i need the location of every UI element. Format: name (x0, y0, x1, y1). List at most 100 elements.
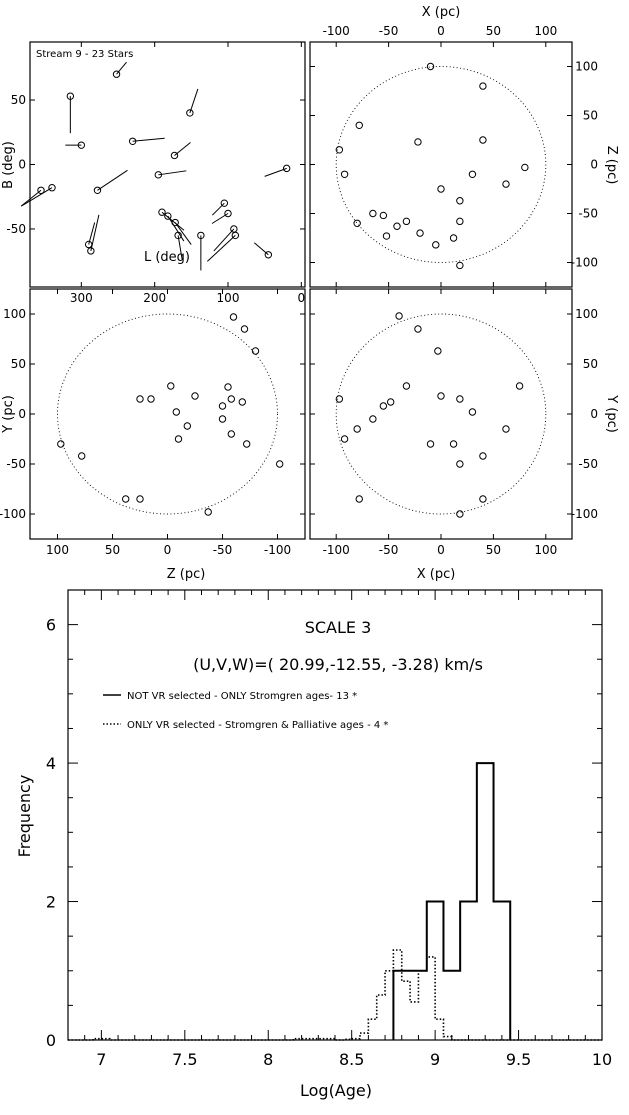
velocity-vector (213, 228, 235, 252)
star-marker (379, 211, 388, 220)
star-marker (264, 251, 273, 259)
x-tick-label: 100 (46, 543, 69, 557)
x-tick-label: -100 (323, 24, 350, 38)
velocity-vector (189, 88, 199, 114)
star-marker (414, 138, 422, 146)
star-marker (437, 185, 445, 193)
x-tick-label: 7.5 (172, 1050, 197, 1069)
star-marker (174, 231, 182, 240)
star-marker (229, 313, 238, 321)
y-tick-label: 100 (575, 307, 598, 321)
sky-y-axis-label: B (deg) (1, 141, 16, 189)
star-marker (335, 395, 344, 403)
star-marker (456, 395, 464, 403)
zy-y-axis-label: Y (pc) (1, 395, 16, 434)
star-marker (238, 398, 247, 406)
star-marker (449, 440, 458, 448)
star-marker (87, 247, 95, 255)
y-tick-label: 100 (3, 307, 26, 321)
histogram-subtitle: (U,V,W)=( 20.99,-12.55, -3.28) km/s (193, 655, 483, 674)
x-tick-label: 8 (263, 1050, 273, 1069)
histogram-dotted-series (68, 949, 602, 1041)
star-marker (340, 170, 349, 179)
histogram-y-axis-label: Frequency (15, 775, 34, 858)
star-marker (393, 222, 401, 230)
star-marker (379, 402, 388, 410)
star-marker (456, 197, 464, 205)
sky-panel-title: Stream 9 - 23 Stars (36, 49, 133, 60)
star-marker (502, 180, 510, 188)
star-marker (353, 425, 361, 433)
star-marker (468, 408, 477, 416)
star-marker (191, 392, 199, 400)
x-tick-label: 100 (534, 24, 557, 38)
star-marker (456, 460, 464, 468)
zy-panel-frame (29, 288, 306, 540)
y-tick-label: 100 (575, 60, 598, 74)
x-tick-label: 300 (70, 291, 93, 305)
xz-y-axis-label: Z (pc) (604, 146, 619, 185)
star-marker (231, 231, 240, 240)
xy-x-axis-label: X (pc) (417, 567, 456, 582)
star-marker (172, 408, 181, 416)
star-marker (197, 231, 205, 240)
star-marker (227, 430, 236, 438)
star-marker (93, 186, 102, 194)
y-tick-label: -100 (571, 256, 598, 270)
histogram-title: SCALE 3 (305, 618, 372, 637)
velocity-vector (206, 235, 236, 262)
velocity-vector (158, 170, 187, 176)
sky-x-axis-label: L (deg) (144, 250, 190, 265)
star-marker (437, 392, 445, 400)
zy-projection-panel: 100 50 0 -50 -100 -100 -50 0 50 100 Z (pc) Y (pc) (0, 288, 306, 582)
legend-dotted-label: ONLY VR selected - Stromgren & Palliativ… (127, 720, 388, 731)
velocity-vector (161, 211, 185, 231)
x-tick-label: 100 (534, 543, 557, 557)
star-marker (456, 261, 464, 270)
star-marker (183, 422, 192, 430)
star-marker (335, 146, 344, 154)
star-marker (164, 212, 172, 220)
star-marker (243, 440, 251, 448)
y-tick-label: 0 (18, 158, 26, 172)
star-marker (515, 382, 524, 390)
xz-projection-panel: -100 -50 0 50 100 -100 -50 0 50 100 X (pc) Z (pc) (309, 5, 619, 288)
star-marker (170, 151, 179, 160)
y-tick-label: 0 (46, 1031, 56, 1050)
velocity-vector (88, 222, 96, 245)
x-tick-label: 9 (430, 1050, 440, 1069)
star-marker (66, 92, 75, 100)
y-tick-label: 6 (46, 616, 56, 635)
zy-x-axis-label: Z (pc) (167, 567, 206, 582)
velocity-vector (174, 222, 192, 245)
x-tick-label: -100 (264, 543, 291, 557)
star-marker (426, 440, 435, 448)
y-tick-label: -100 (0, 507, 26, 521)
x-tick-label: -50 (379, 24, 399, 38)
star-marker (414, 325, 422, 333)
star-marker (218, 415, 227, 423)
reference-circle (335, 66, 547, 263)
histogram-solid-series (392, 762, 512, 1040)
x-tick-label: 7 (96, 1050, 106, 1069)
star-marker (224, 383, 232, 391)
y-tick-label: -50 (578, 457, 598, 471)
star-marker (382, 232, 391, 240)
velocity-vector (211, 202, 225, 216)
star-marker (369, 209, 377, 218)
star-marker (57, 440, 65, 448)
x-tick-label: 9.5 (506, 1050, 531, 1069)
star-marker (122, 495, 130, 503)
velocity-vector (264, 167, 287, 177)
star-marker (171, 218, 179, 227)
star-marker (154, 171, 163, 179)
x-tick-label: 10 (592, 1050, 612, 1069)
xz-x-axis-label: X (pc) (422, 5, 461, 20)
reference-circle (57, 313, 278, 515)
star-marker (204, 508, 212, 516)
star-marker (502, 425, 510, 433)
x-tick-label: 200 (143, 291, 166, 305)
star-marker (251, 347, 260, 355)
star-marker (395, 312, 403, 320)
